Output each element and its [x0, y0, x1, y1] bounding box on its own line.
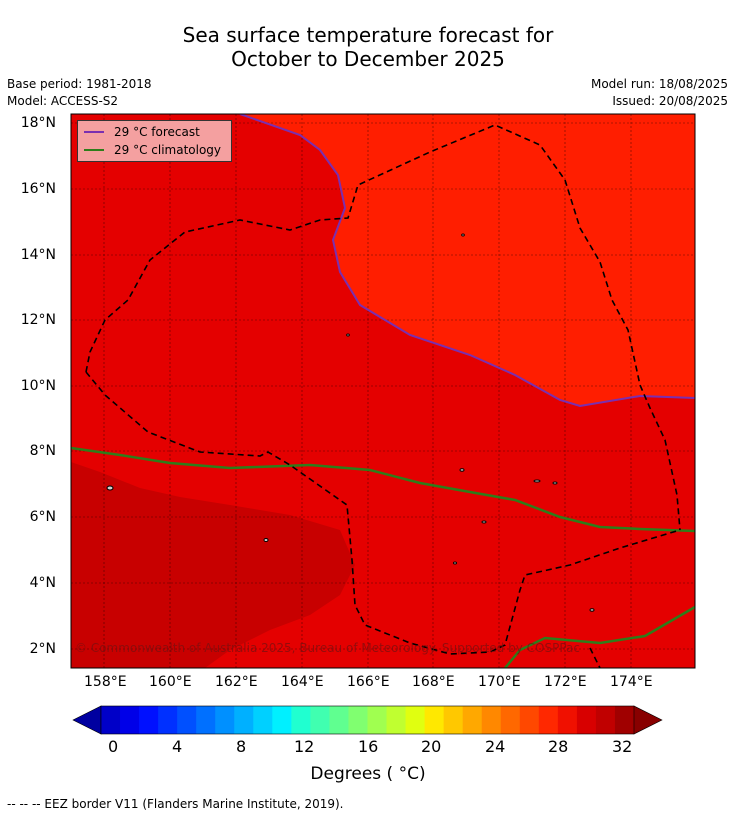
colorbar-cell — [348, 706, 368, 734]
colorbar-cell — [139, 706, 159, 734]
lat-tick-6n: 6°N — [29, 509, 56, 525]
islands — [106, 233, 595, 612]
colorbar-cell — [272, 706, 292, 734]
lon-tick-168e: 168°E — [412, 674, 455, 690]
lat-tick-14n: 14°N — [20, 247, 56, 263]
lat-tick-8n: 8°N — [29, 443, 56, 459]
colorbar-cell — [253, 706, 273, 734]
colorbar-cell — [576, 706, 597, 734]
colorbar-cell — [196, 706, 216, 734]
climatology-29c-contour-south — [504, 605, 695, 668]
lat-tick-16n: 16°N — [20, 181, 56, 197]
colorbar-tick-24: 24 — [485, 737, 506, 756]
map-grid — [71, 114, 695, 668]
colorbar-cell — [443, 706, 464, 734]
lat-tick-10n: 10°N — [20, 378, 56, 394]
forecast-29c-contour — [239, 114, 695, 408]
colorbar-cell — [405, 706, 426, 734]
colorbar-cell — [101, 706, 121, 734]
lon-tick-166e: 166°E — [347, 674, 390, 690]
colorbar-tick-16: 16 — [358, 737, 379, 756]
colorbar-tick-20: 20 — [421, 737, 442, 756]
lat-tick-18n: 18°N — [20, 115, 56, 131]
map-frame — [70, 113, 696, 669]
copyright-text: © Commonwealth of Australia 2025, Bureau… — [75, 641, 580, 655]
legend-forecast-label: 29 °C forecast — [114, 125, 200, 139]
colorbar-tick-12: 12 — [294, 737, 315, 756]
colorbar-cell — [177, 706, 197, 734]
colorbar-cell — [481, 706, 502, 734]
colorbar-cell — [614, 706, 635, 734]
eez-border-east — [589, 647, 601, 668]
colorbar-cell — [424, 706, 445, 734]
colorbar-cell — [462, 706, 483, 734]
lon-tick-162e: 162°E — [215, 674, 258, 690]
lon-tick-170e: 170°E — [478, 674, 521, 690]
forecast-swatch — [84, 131, 104, 133]
colorbar-label: Degrees ( °C) — [310, 764, 426, 784]
colorbar-cell — [538, 706, 559, 734]
model-name: Model: ACCESS-S2 — [7, 94, 119, 108]
lon-tick-160e: 160°E — [149, 674, 192, 690]
lat-tick-4n: 4°N — [29, 575, 56, 591]
eez-border-north — [85, 124, 681, 531]
climatology-29c-contour — [71, 446, 695, 533]
colorbar-cell — [158, 706, 178, 734]
model-run: Model run: 18/08/2025 — [590, 77, 728, 91]
map-area: © Commonwealth of Australia 2025, Bureau… — [71, 114, 695, 668]
colorbar-tick-0: 0 — [108, 737, 119, 756]
colorbar-frame — [100, 705, 635, 735]
colorbar-cell — [557, 706, 578, 734]
legend-climatology-label: 29 °C climatology — [114, 143, 222, 157]
lon-tick-158e: 158°E — [84, 674, 127, 690]
colorbar-tick-4: 4 — [172, 737, 183, 756]
colorbar-cell — [215, 706, 235, 734]
issued-date: Issued: 20/08/2025 — [612, 94, 728, 108]
lat-tick-12n: 12°N — [20, 312, 56, 328]
lon-tick-174e: 174°E — [610, 674, 653, 690]
colorbar-cell — [234, 706, 254, 734]
lon-tick-164e: 164°E — [281, 674, 324, 690]
eez-border-south — [85, 371, 681, 655]
title-line-1: Sea surface temperature forecast for — [182, 23, 554, 47]
colorbar-cell — [500, 706, 521, 734]
colorbar — [72, 705, 663, 735]
footer-eez-note: -- -- -- EEZ border V11 (Flanders Marine… — [7, 797, 344, 811]
base-period: Base period: 1981-2018 — [7, 77, 152, 91]
colorbar-tick-32: 32 — [612, 737, 633, 756]
colorbar-cell — [519, 706, 540, 734]
lat-tick-2n: 2°N — [29, 641, 56, 657]
colorbar-cell — [329, 706, 349, 734]
colorbar-right-arrow — [633, 705, 663, 735]
colorbar-cell — [386, 706, 407, 734]
map-legend: 29 °C forecast 29 °C climatology — [77, 120, 232, 162]
colorbar-tick-8: 8 — [236, 737, 247, 756]
colorbar-cell — [291, 706, 311, 734]
colorbar-cell — [595, 706, 616, 734]
lon-tick-172e: 172°E — [544, 674, 587, 690]
title-line-2: October to December 2025 — [231, 47, 505, 71]
colorbar-cell — [367, 706, 388, 734]
colorbar-tick-28: 28 — [548, 737, 569, 756]
colorbar-cell — [120, 706, 140, 734]
warm-region-dark — [71, 462, 355, 668]
colorbar-cell — [310, 706, 330, 734]
climatology-swatch — [84, 149, 104, 151]
colorbar-left-arrow — [72, 705, 102, 735]
